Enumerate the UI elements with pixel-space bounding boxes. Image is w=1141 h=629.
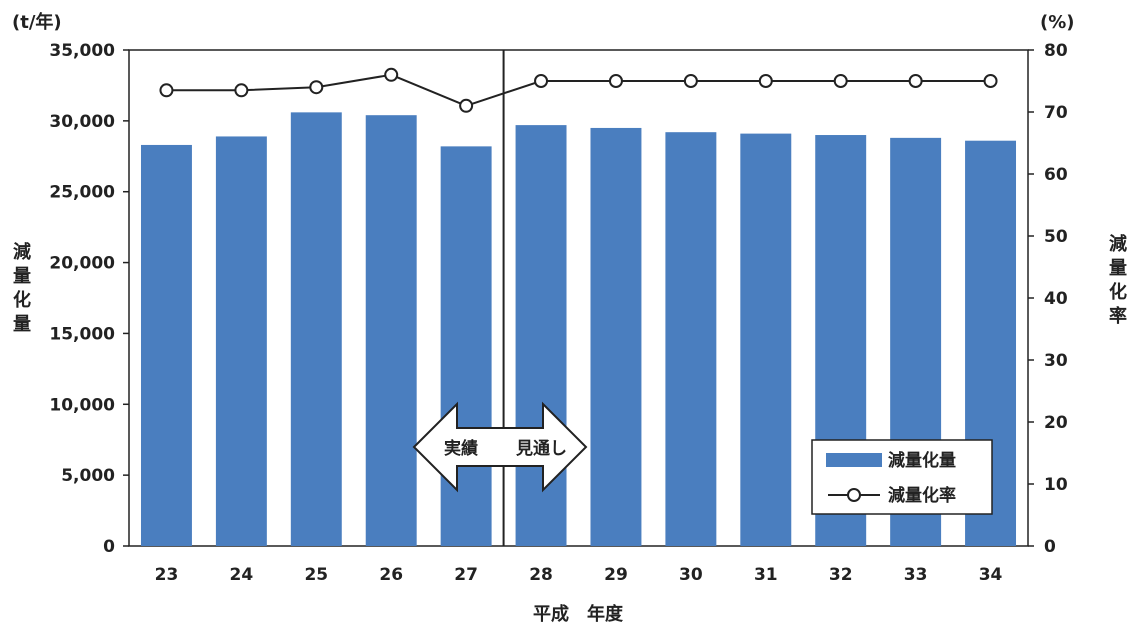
x-axis-title: 平成 年度	[533, 603, 624, 625]
legend-line-marker	[847, 488, 861, 502]
right-tick-label: 70	[1044, 103, 1068, 123]
bar-31	[740, 133, 792, 546]
right-axis-unit: (%)	[1040, 12, 1075, 33]
x-tick-label: 27	[454, 565, 478, 585]
legend-bar-swatch	[826, 453, 882, 467]
left-title-char: 化	[13, 289, 31, 311]
period-arrow-shape	[412, 401, 588, 493]
legend: 減量化量 減量化率	[811, 439, 993, 515]
rate-point-27	[459, 98, 474, 113]
legend-line-label: 減量化率	[888, 485, 956, 506]
right-tick-label: 80	[1044, 41, 1068, 61]
arrow-left-text: 実績	[444, 438, 478, 459]
right-tick-label: 10	[1044, 475, 1068, 495]
bar-28	[515, 125, 567, 546]
right-tick-label: 50	[1044, 227, 1068, 247]
left-tick-label: 25,000	[49, 183, 115, 203]
left-tick-label: 15,000	[49, 324, 115, 344]
left-title-char: 量	[13, 313, 31, 335]
right-title-char: 量	[1109, 257, 1127, 279]
rate-point-34	[983, 74, 998, 88]
rate-point-31	[758, 74, 773, 88]
x-tick-label: 24	[230, 565, 254, 585]
x-tick-label: 28	[529, 565, 553, 585]
rate-point-30	[683, 74, 698, 88]
bar-23	[140, 144, 192, 546]
right-title-char: 減	[1109, 233, 1127, 255]
x-tick-label: 30	[679, 565, 703, 585]
x-tick-label: 33	[904, 565, 928, 585]
left-axis-unit: (t/年)	[12, 11, 62, 33]
x-tick-label: 31	[754, 565, 778, 585]
x-tick-label: 25	[304, 565, 328, 585]
x-tick-label: 34	[979, 565, 1003, 585]
left-axis-ticks: 0 5,000 10,000 15,000 20,000 25,000 30,000 35,0…	[49, 41, 129, 557]
arrow-right-text: 見通し	[515, 439, 567, 459]
bar-26	[365, 115, 417, 546]
bar-29	[590, 127, 642, 546]
right-tick-label: 40	[1044, 289, 1068, 309]
left-tick-label: 5,000	[61, 466, 115, 486]
rate-point-26	[384, 67, 399, 82]
left-title-char: 量	[13, 265, 31, 287]
right-title-char: 化	[1109, 281, 1127, 303]
left-axis-title: 減量化量	[13, 241, 31, 335]
left-tick-label: 35,000	[49, 41, 115, 61]
right-tick-label: 20	[1044, 413, 1068, 433]
left-tick-label: 10,000	[49, 395, 115, 415]
right-tick-label: 60	[1044, 165, 1068, 185]
rate-point-24	[234, 83, 249, 98]
rate-point-23	[159, 83, 174, 98]
line-series	[159, 67, 998, 113]
rate-point-25	[309, 80, 324, 95]
x-tick-label: 23	[155, 565, 179, 585]
left-tick-label: 20,000	[49, 254, 115, 274]
bar-27	[440, 146, 492, 546]
x-tick-label: 32	[829, 565, 853, 585]
bar-24	[215, 136, 267, 546]
left-title-char: 減	[13, 241, 31, 263]
x-axis-ticks: 23 24 25 26 27 28 29 30 31 32 33 34	[155, 565, 1003, 585]
period-arrow: 実績 見通し	[412, 401, 588, 493]
left-tick-label: 0	[103, 537, 115, 557]
legend-box	[811, 439, 993, 515]
right-axis-title: 減量化率	[1109, 233, 1127, 327]
right-tick-label: 30	[1044, 351, 1068, 371]
x-tick-label: 26	[379, 565, 403, 585]
bar-30	[665, 132, 717, 547]
x-tick-label: 29	[604, 565, 628, 585]
bar-25	[290, 112, 342, 547]
rate-point-28	[534, 74, 549, 88]
right-title-char: 率	[1109, 305, 1127, 327]
bar-series	[140, 112, 1017, 547]
right-axis-ticks: 0 10 20 30 40 50 60 70 80	[1028, 41, 1068, 557]
rate-point-29	[608, 74, 623, 88]
rate-line	[166, 73, 991, 107]
legend-bar-label: 減量化量	[888, 450, 956, 471]
rate-point-32	[833, 74, 848, 88]
right-tick-label: 0	[1044, 537, 1056, 557]
rate-point-33	[908, 74, 923, 88]
left-tick-label: 30,000	[49, 112, 115, 132]
